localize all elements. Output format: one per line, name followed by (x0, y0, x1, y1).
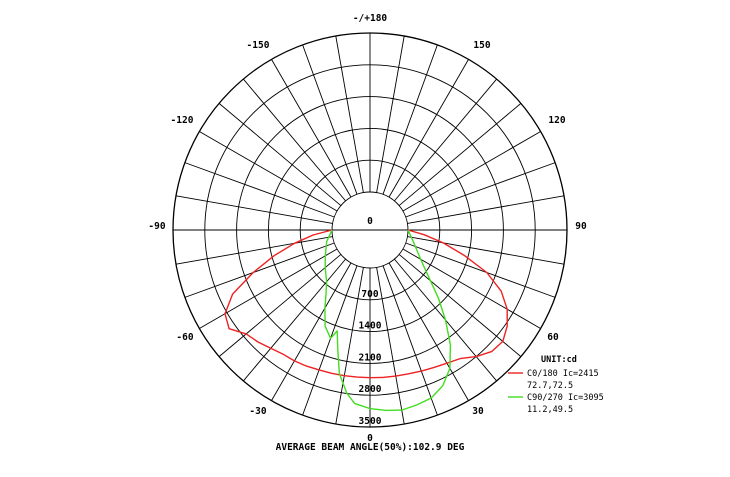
grid-spoke (335, 35, 364, 193)
grid-spoke (376, 35, 405, 193)
grid-spoke (402, 131, 541, 212)
grid-spoke (407, 236, 565, 265)
grid-spoke (243, 78, 346, 202)
angle-label: 150 (473, 40, 490, 51)
beam-angle-footer: AVERAGE BEAM ANGLE(50%):102.9 DEG (276, 442, 465, 453)
grid-spoke (394, 78, 497, 202)
grid-spoke (302, 265, 358, 416)
grid-spoke (175, 195, 333, 224)
grid-spoke (302, 44, 358, 195)
angle-labels: -/+180 150 -150 120 -120 90 -90 60 -60 30 -30 0 (148, 13, 587, 444)
grid-spoke (218, 254, 342, 357)
grid-spoke (218, 103, 342, 206)
legend-series-c0-detail: 72.7,72.5 (527, 381, 573, 391)
angle-label: 60 (547, 332, 559, 343)
grid-spoke (398, 254, 522, 357)
legend-series-c90-detail: 11.2,49.5 (527, 405, 573, 415)
grid-spoke (382, 265, 438, 416)
grid-spoke (376, 267, 405, 425)
angle-label: -90 (148, 221, 165, 232)
radial-tick-label: 2800 (359, 384, 382, 395)
radial-tick-label: 1400 (359, 321, 382, 332)
grid-spoke (402, 248, 541, 329)
angle-label: 30 (472, 406, 484, 417)
polar-grid (172, 32, 568, 428)
grid-spoke (382, 44, 438, 195)
grid-spoke (271, 262, 352, 401)
grid-spoke (175, 236, 333, 265)
angle-label: -120 (171, 115, 194, 126)
legend: UNIT:cd C0/180 Ic=2415 72.7,72.5 C90/270… (508, 355, 604, 415)
legend-series-c0-name: C0/180 Ic=2415 (527, 369, 599, 379)
angle-label: -30 (249, 406, 266, 417)
angle-label: -60 (176, 332, 193, 343)
grid-spoke (335, 267, 364, 425)
angle-label: 120 (548, 115, 565, 126)
grid-spoke (405, 242, 556, 298)
grid-spoke (388, 262, 469, 401)
angle-label: 0 (367, 433, 373, 444)
radial-labels: 0 700 1400 2100 2800 3500 (359, 216, 382, 427)
grid-spoke (407, 195, 565, 224)
radial-tick-label: 700 (361, 289, 378, 300)
series-line-0 (224, 229, 508, 379)
unit-label: UNIT:cd (541, 355, 577, 365)
radial-tick-label: 2100 (359, 352, 382, 363)
grid-spoke (184, 242, 335, 298)
angle-label: -/+180 (353, 13, 388, 24)
grid-spoke (184, 162, 335, 218)
radial-tick-label: 0 (367, 216, 373, 227)
grid-spoke (398, 103, 522, 206)
grid-spoke (199, 131, 338, 212)
series-layer (224, 229, 508, 412)
angle-label: 90 (575, 221, 587, 232)
grid-spoke (388, 59, 469, 198)
grid-spoke (243, 258, 346, 382)
grid-spoke (199, 248, 338, 329)
legend-series-c90-name: C90/270 Ic=3095 (527, 393, 604, 403)
grid-spoke (405, 162, 556, 218)
series-line-1 (324, 229, 452, 412)
radial-tick-label: 3500 (359, 416, 382, 427)
grid-spoke (271, 59, 352, 198)
angle-label: -150 (247, 40, 270, 51)
